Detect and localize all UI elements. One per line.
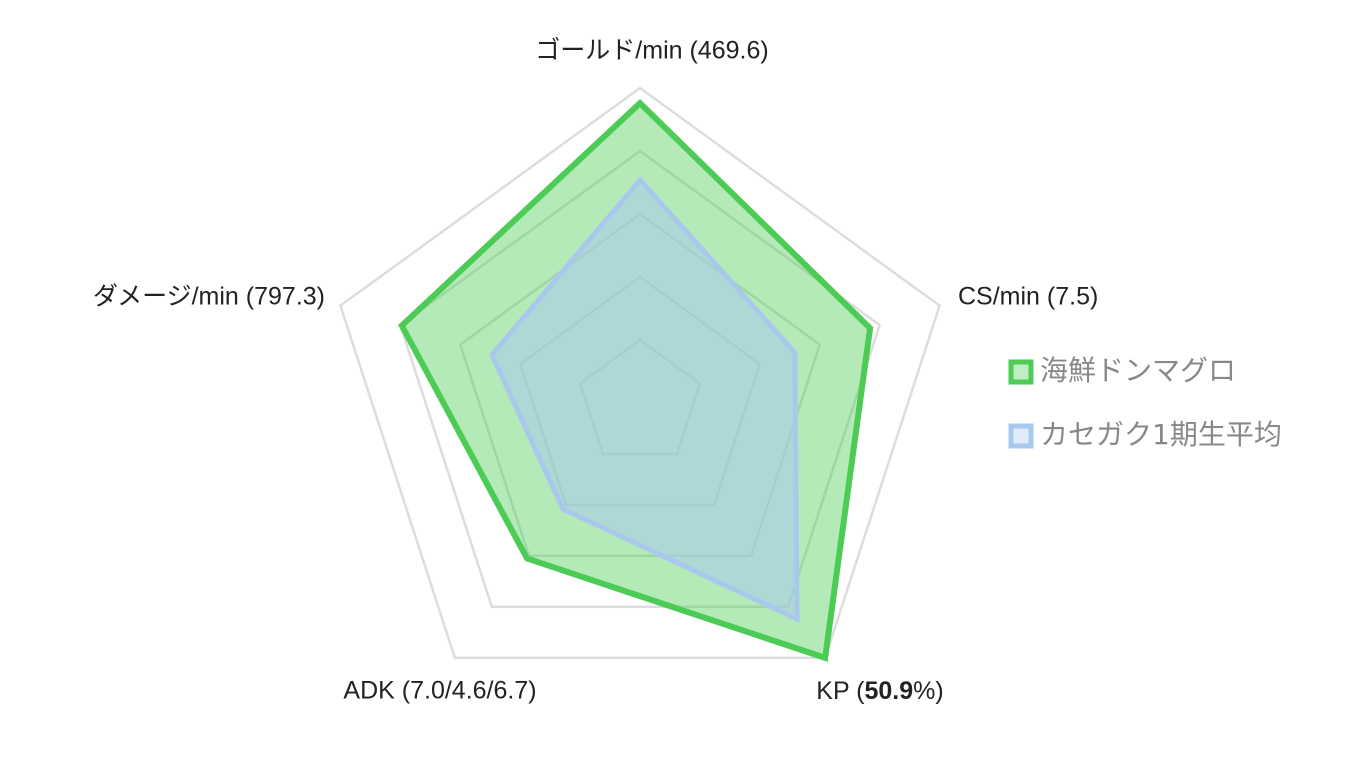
series-area bbox=[489, 176, 800, 624]
axis-label-part: %) bbox=[913, 677, 944, 705]
legend-swatch-fill bbox=[1011, 426, 1031, 446]
legend-swatch bbox=[1008, 359, 1034, 385]
axis-label-part: KP ( bbox=[816, 677, 865, 705]
axis-label: ADK (7.0/4.6/6.7) bbox=[343, 677, 536, 705]
axis-label: ダメージ/min (797.3) bbox=[93, 283, 325, 311]
axis-label-part: 50.9 bbox=[864, 677, 913, 705]
axis-label: CS/min (7.5) bbox=[958, 283, 1098, 311]
legend-label: カセガク1期生平均 bbox=[1040, 418, 1282, 451]
legend-swatch-fill bbox=[1011, 362, 1031, 382]
legend-label: 海鮮ドンマグロ bbox=[1040, 354, 1236, 387]
axis-label: KP (50.9%) bbox=[816, 677, 943, 705]
legend-swatch bbox=[1008, 423, 1034, 449]
axis-label: ゴールド/min (469.6) bbox=[535, 37, 768, 65]
grid-ring bbox=[458, 212, 822, 558]
grid-ring bbox=[338, 86, 942, 660]
